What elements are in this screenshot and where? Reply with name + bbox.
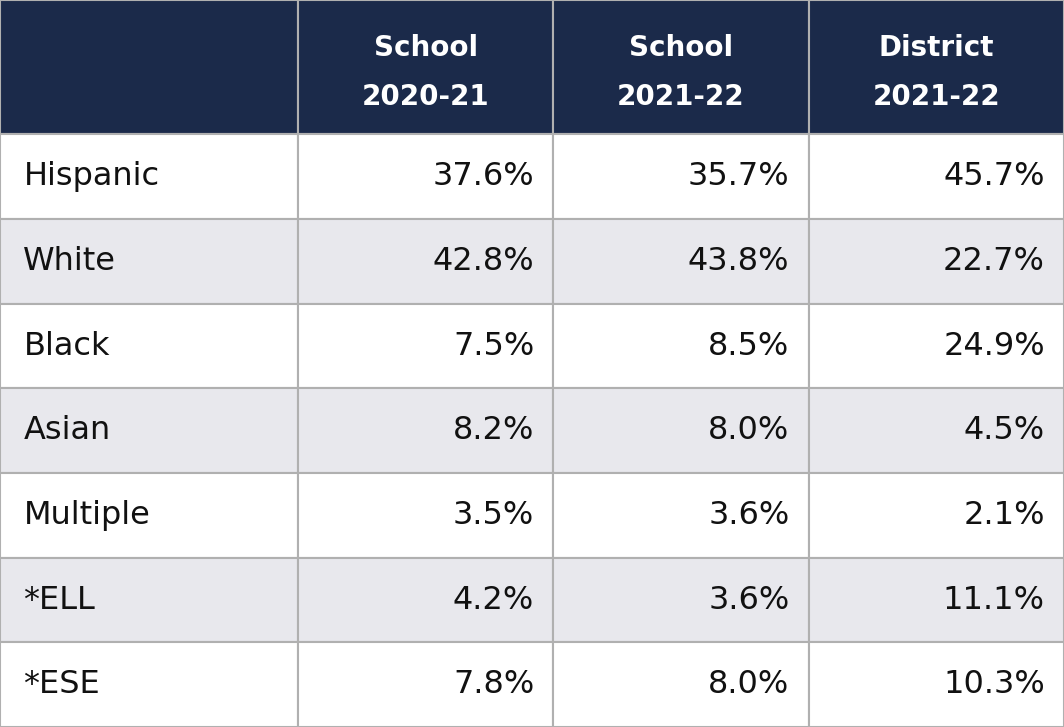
Text: 4.5%: 4.5% [964, 415, 1045, 446]
Text: 2021-22: 2021-22 [872, 83, 1000, 111]
Bar [0, 134, 298, 219]
Bar [0, 388, 298, 473]
Bar [809, 0, 1064, 134]
Bar [809, 388, 1064, 473]
Text: 43.8%: 43.8% [688, 246, 789, 277]
Text: 11.1%: 11.1% [943, 585, 1045, 616]
Bar [298, 558, 553, 643]
Text: Asian: Asian [23, 415, 111, 446]
Bar [298, 473, 553, 558]
Text: 42.8%: 42.8% [432, 246, 534, 277]
Text: Black: Black [23, 331, 110, 361]
Bar [0, 473, 298, 558]
Bar [298, 134, 553, 219]
Bar [553, 219, 809, 304]
Text: *ESE: *ESE [23, 669, 100, 700]
Text: 2020-21: 2020-21 [362, 83, 489, 111]
Text: 7.5%: 7.5% [453, 331, 534, 361]
Bar [553, 388, 809, 473]
Bar [809, 473, 1064, 558]
Text: 8.5%: 8.5% [709, 331, 789, 361]
Bar [809, 558, 1064, 643]
Bar [809, 643, 1064, 727]
Text: 45.7%: 45.7% [944, 161, 1045, 193]
Text: Multiple: Multiple [23, 500, 150, 531]
Bar [553, 304, 809, 388]
Text: 8.0%: 8.0% [709, 415, 789, 446]
Text: School: School [373, 34, 478, 63]
Text: 22.7%: 22.7% [943, 246, 1045, 277]
Bar [553, 643, 809, 727]
Text: 35.7%: 35.7% [687, 161, 789, 193]
Bar [0, 219, 298, 304]
Bar [298, 0, 553, 134]
Text: 4.2%: 4.2% [453, 585, 534, 616]
Text: 3.5%: 3.5% [453, 500, 534, 531]
Bar [809, 219, 1064, 304]
Bar [0, 643, 298, 727]
Bar [553, 473, 809, 558]
Text: 24.9%: 24.9% [943, 331, 1045, 361]
Bar [298, 304, 553, 388]
Text: District: District [879, 34, 994, 63]
Text: 8.0%: 8.0% [709, 669, 789, 700]
Text: 2.1%: 2.1% [963, 500, 1045, 531]
Text: School: School [629, 34, 733, 63]
Text: Hispanic: Hispanic [23, 161, 160, 193]
Bar [809, 134, 1064, 219]
Text: 2021-22: 2021-22 [617, 83, 745, 111]
Bar [298, 388, 553, 473]
Bar [809, 304, 1064, 388]
Bar [0, 0, 298, 134]
Text: 3.6%: 3.6% [709, 585, 789, 616]
Bar [553, 0, 809, 134]
Text: 8.2%: 8.2% [453, 415, 534, 446]
Text: *ELL: *ELL [23, 585, 95, 616]
Text: 7.8%: 7.8% [453, 669, 534, 700]
Text: 37.6%: 37.6% [432, 161, 534, 193]
Bar [298, 643, 553, 727]
Text: 10.3%: 10.3% [943, 669, 1045, 700]
Bar [298, 219, 553, 304]
Bar [0, 304, 298, 388]
Text: White: White [23, 246, 116, 277]
Bar [553, 134, 809, 219]
Bar [0, 558, 298, 643]
Text: 3.6%: 3.6% [709, 500, 789, 531]
Bar [553, 558, 809, 643]
